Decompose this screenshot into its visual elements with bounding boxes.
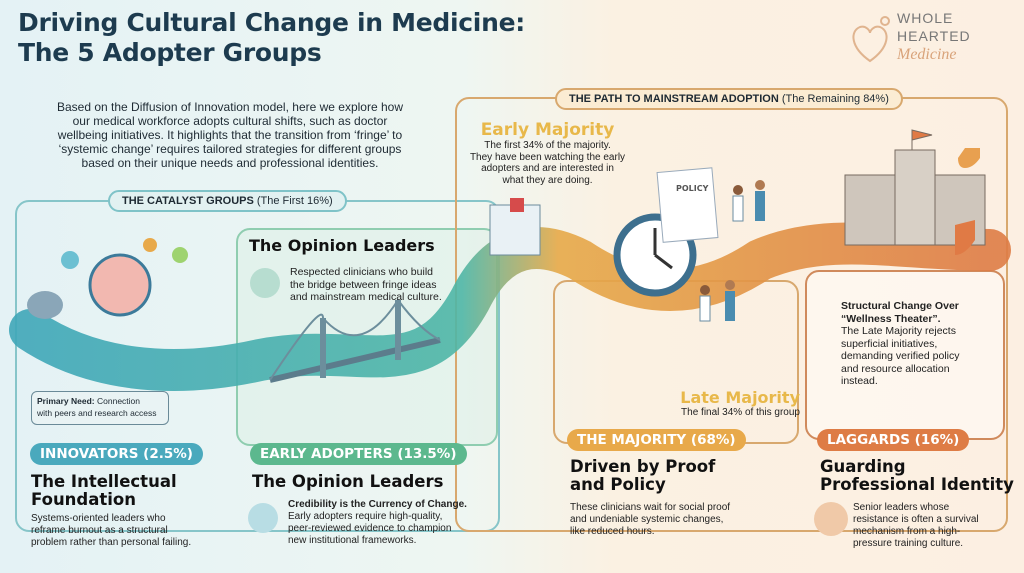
- innovators-tag: INNOVATORS (2.5%): [30, 443, 203, 465]
- opinion-box-text: Respected clinicians who build the bridge…: [290, 266, 442, 303]
- mainstream-label: THE PATH TO MAINSTREAM ADOPTION (The Rem…: [555, 88, 903, 110]
- laggards-text: Senior leaders whose resistance is often …: [853, 502, 979, 549]
- early-adopters-heading: The Opinion Leaders: [252, 472, 444, 491]
- policy-document-icon: [656, 167, 719, 243]
- senior-doctor-avatar: [814, 502, 848, 536]
- primary-need-callout: Primary Need: Connection with peers and …: [31, 391, 169, 425]
- page-title: Driving Cultural Change in Medicine: The…: [18, 8, 525, 67]
- early-adopters-text: Credibility is the Currency of Change. E…: [288, 499, 467, 546]
- innovators-text: Systems-oriented leaders who reframe burn…: [31, 513, 192, 548]
- majority-heading: Driven by Proof and Policy: [570, 457, 716, 494]
- early-adopters-tag: EARLY ADOPTERS (13.5%): [250, 443, 467, 465]
- catalyst-groups-label: THE CATALYST GROUPS (The First 16%): [108, 190, 347, 212]
- intro-description: Based on the Diffusion of Innovation mod…: [57, 100, 403, 170]
- policy-label: POLICY: [676, 184, 709, 193]
- presentation-audience-icon: [248, 503, 278, 533]
- stethoscope-heart-icon: [852, 16, 890, 63]
- logo: WHOLE HEARTED Medicine: [845, 8, 1015, 70]
- early-majority-block: Early Majority The first 34% of the majo…: [469, 120, 626, 186]
- clinicians-group-icon: [699, 180, 765, 322]
- castle-icon: [844, 129, 986, 255]
- laggards-panel: [805, 270, 1005, 440]
- late-majority-block: Late Majority The final 34% of this grou…: [680, 388, 800, 418]
- majority-text: These clinicians wait for social proof an…: [570, 502, 731, 537]
- laggards-heading: Guarding Professional Identity: [820, 457, 1014, 494]
- majority-tag: THE MAJORITY (68%): [567, 429, 746, 451]
- brain-network-icon: [27, 238, 188, 319]
- opinion-box-heading: The Opinion Leaders: [249, 236, 435, 255]
- laggards-tag: LAGGARDS (16%): [817, 429, 970, 451]
- innovators-heading: The Intellectual Foundation: [31, 472, 177, 509]
- clinician-avatar: [250, 268, 280, 298]
- structural-change-text: Structural Change Over “Wellness Theater”…: [841, 300, 960, 387]
- hospital-icon: [489, 198, 541, 256]
- bridge-icon: [269, 298, 441, 383]
